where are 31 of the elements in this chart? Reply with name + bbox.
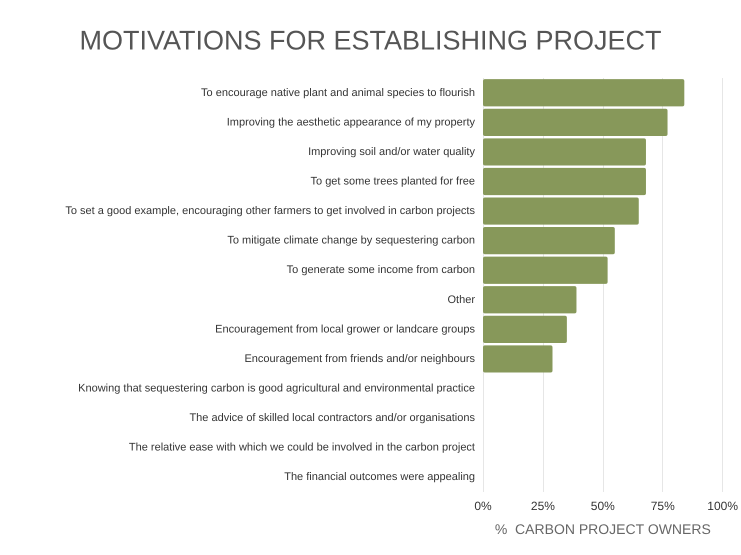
- bar: [483, 108, 668, 136]
- bar: [483, 345, 552, 373]
- y-tick-label: Other: [447, 294, 476, 306]
- y-tick-label: The advice of skilled local contractors and/or organisations: [189, 412, 476, 424]
- chart-title: MOTIVATIONS FOR ESTABLISHING PROJECT: [79, 26, 662, 56]
- y-tick-label: To generate some income from carbon: [286, 264, 475, 276]
- x-axis-title: % CARBON PROJECT OWNERS: [494, 521, 711, 537]
- bar: [483, 256, 608, 284]
- y-tick-label: To get some trees planted for free: [310, 176, 475, 188]
- y-tick-label: To mitigate climate change by sequestering carbon: [227, 234, 475, 247]
- bar: [483, 138, 646, 166]
- y-tick-label: To set a good example, encouraging other farmers to get involved in carbon projects: [65, 205, 476, 218]
- y-tick-label: The financial outcomes were appealing: [284, 471, 475, 484]
- x-tick-label: 0%: [474, 499, 492, 513]
- bar: [483, 79, 684, 106]
- bar: [483, 286, 576, 314]
- x-tick-label: 75%: [650, 499, 676, 513]
- y-tick-label: Knowing that sequestering carbon is good agricultural and environmental practice: [78, 382, 475, 394]
- y-tick-label: Encouragement from local grower or landcare groups: [215, 323, 476, 336]
- bar: [483, 168, 646, 196]
- y-tick-label: Encouragement from friends and/or neighbours: [244, 352, 476, 365]
- bar: [483, 316, 567, 343]
- x-tick-label: 100%: [707, 499, 738, 513]
- y-tick-label: Improving soil and/or water quality: [308, 146, 476, 158]
- y-tick-label: The relative ease with which we could be involved in the carbon project: [128, 442, 475, 454]
- bar: [483, 197, 639, 225]
- bar: [483, 227, 615, 254]
- y-tick-label: To encourage native plant and animal species to flourish: [201, 86, 475, 99]
- x-tick-label: 25%: [530, 499, 556, 513]
- x-tick-label: 50%: [590, 499, 616, 513]
- y-tick-label: Improving the aesthetic appearance of my property: [226, 116, 476, 128]
